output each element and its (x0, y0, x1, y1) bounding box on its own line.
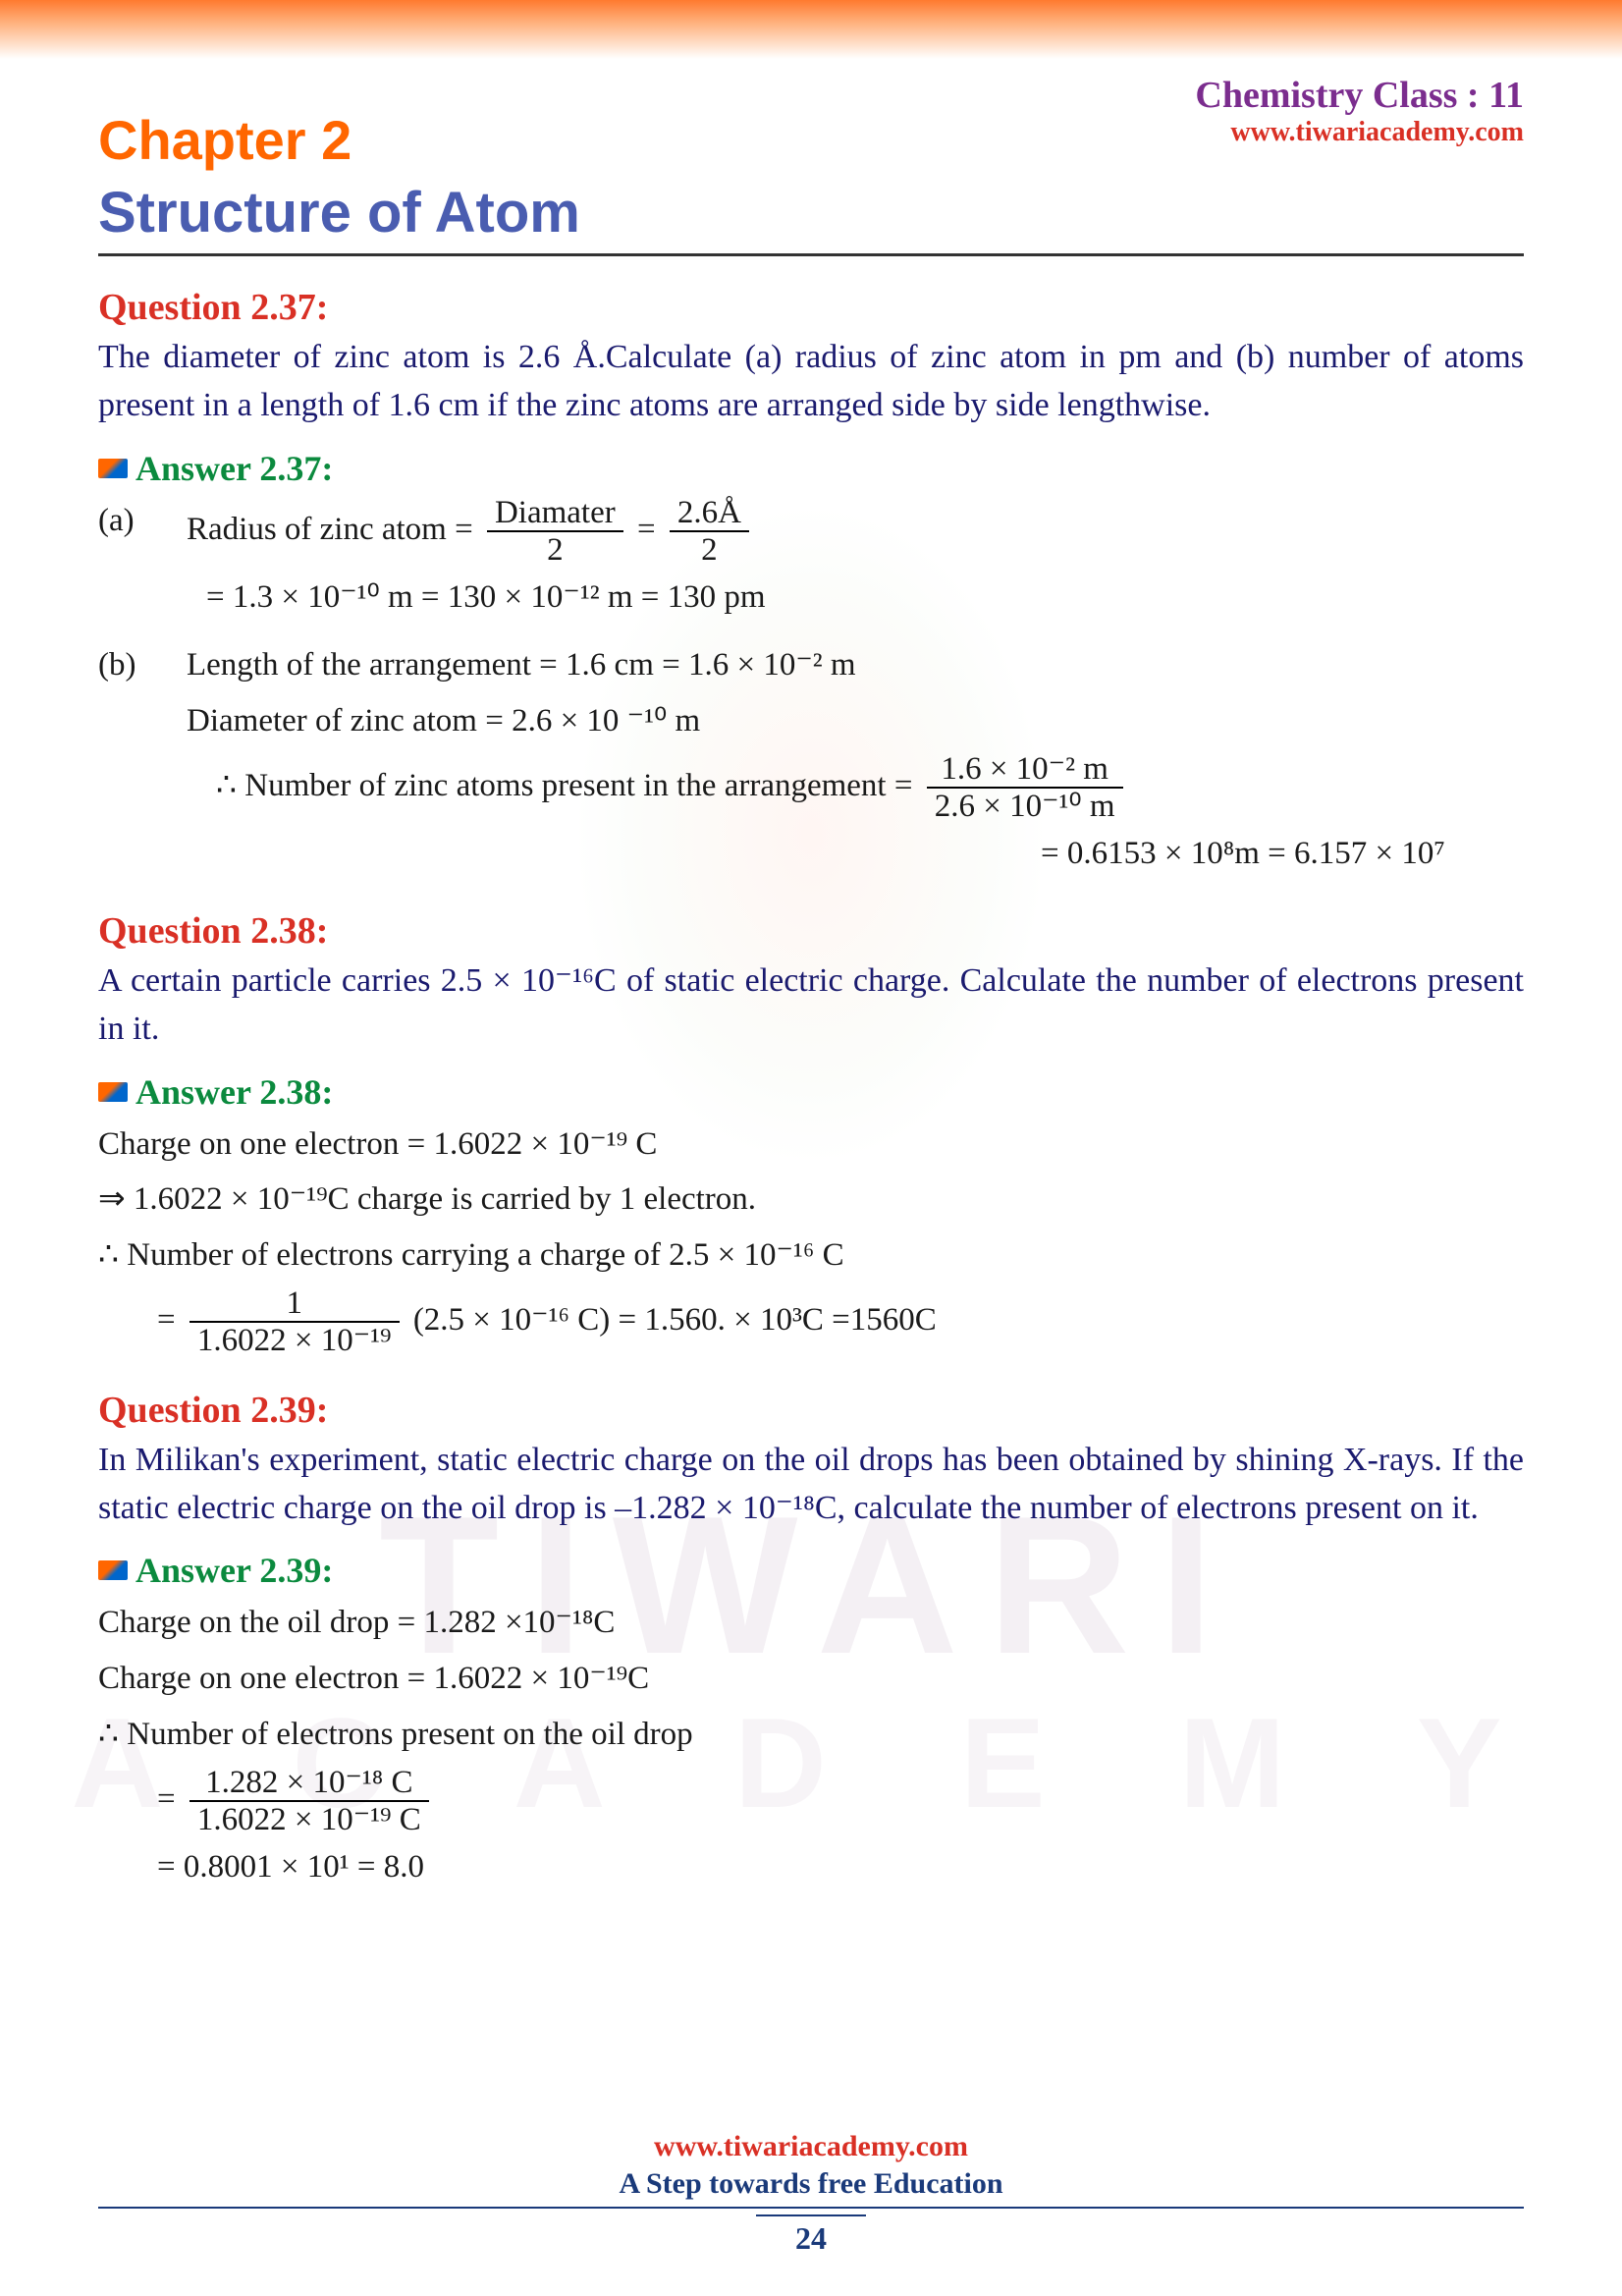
frac-den: 1.6022 × 10⁻¹⁹ (189, 1323, 400, 1358)
question-label: Question 2.37: (98, 286, 1524, 329)
footer-tagline: A Step towards free Education (0, 2167, 1622, 2201)
question-text: In Milikan's experiment, static electric… (98, 1436, 1524, 1533)
fraction-electrons: 1 1.6022 × 10⁻¹⁹ (189, 1285, 400, 1359)
part-a-label: (a) (98, 495, 167, 569)
answer-label: Answer 2.37: (98, 448, 1524, 489)
chapter-title: Structure of Atom (98, 180, 1524, 256)
line-2: ⇒ 1.6022 × 10⁻¹⁹C charge is carried by 1… (98, 1174, 1524, 1226)
part-b-line2: Diameter of zinc atom = 2.6 × 10 ⁻¹⁰ m (98, 695, 1524, 747)
fraction-diameter: Diamater 2 (487, 495, 623, 569)
footer-url: www.tiwariacademy.com (0, 2130, 1622, 2163)
part-b-result: = 0.6153 × 10⁸m = 6.157 × 10⁷ (98, 828, 1524, 880)
frac-den: 2 (670, 532, 749, 568)
line-2: Charge on one electron = 1.6022 × 10⁻¹⁹C (98, 1653, 1524, 1705)
frac-den: 2.6 × 10⁻¹⁰ m (927, 789, 1123, 824)
question-text: The diameter of zinc atom is 2.6 Å.Calcu… (98, 333, 1524, 430)
frac-den: 2 (487, 532, 623, 568)
site-url-top: www.tiwariacademy.com (1195, 117, 1524, 148)
answer-label: Answer 2.38: (98, 1071, 1524, 1113)
part-b-label: (b) (98, 639, 167, 691)
answer-label-text: Answer 2.37: (135, 448, 333, 489)
line-1: Charge on the oil drop = 1.282 ×10⁻¹⁸C (98, 1597, 1524, 1649)
frac-num: Diamater (487, 495, 623, 532)
class-label: Chemistry Class : 11 (1195, 74, 1524, 117)
line-3: ∴ Number of electrons carrying a charge … (98, 1230, 1524, 1282)
page-footer: www.tiwariacademy.com A Step towards fre… (0, 2130, 1622, 2257)
question-text: A certain particle carries 2.5 × 10⁻¹⁶C … (98, 957, 1524, 1054)
line-1: Charge on one electron = 1.6022 × 10⁻¹⁹ … (98, 1119, 1524, 1171)
line-4: = 1 1.6022 × 10⁻¹⁹ (2.5 × 10⁻¹⁶ C) = 1.5… (98, 1285, 1524, 1359)
part-b-line1: Length of the arrangement = 1.6 cm = 1.6… (187, 639, 856, 691)
fraction-oildrop: 1.282 × 10⁻¹⁸ C 1.6022 × 10⁻¹⁹ C (189, 1765, 429, 1838)
qa-237: Question 2.37: The diameter of zinc atom… (98, 286, 1524, 880)
fraction-atoms: 1.6 × 10⁻² m 2.6 × 10⁻¹⁰ m (927, 751, 1123, 825)
page-number: 24 (756, 2214, 866, 2257)
part-a: (a) Radius of zinc atom = Diamater 2 = 2… (98, 495, 1524, 569)
line-5: = 0.8001 × 10¹ = 8.0 (98, 1841, 1524, 1893)
radius-text: Radius of zinc atom = (187, 511, 473, 546)
question-label: Question 2.39: (98, 1389, 1524, 1432)
line-4: = 1.282 × 10⁻¹⁸ C 1.6022 × 10⁻¹⁹ C (98, 1765, 1524, 1838)
frac-num: 1.282 × 10⁻¹⁸ C (189, 1765, 429, 1802)
answer-label-text: Answer 2.38: (135, 1071, 333, 1113)
qa-239: Question 2.39: In Milikan's experiment, … (98, 1389, 1524, 1893)
fraction-value: 2.6Å 2 (670, 495, 749, 569)
calc-result: (2.5 × 10⁻¹⁶ C) = 1.560. × 10³C =1560C (413, 1302, 937, 1338)
answer-label-text: Answer 2.39: (135, 1550, 333, 1591)
frac-den: 1.6022 × 10⁻¹⁹ C (189, 1802, 429, 1837)
answer-body: Charge on the oil drop = 1.282 ×10⁻¹⁸C C… (98, 1597, 1524, 1893)
part-a-result: = 1.3 × 10⁻¹⁰ m = 130 × 10⁻¹² m = 130 pm (98, 572, 1524, 624)
therefore-text: ∴ Number of zinc atoms present in the ar… (216, 767, 912, 802)
page-content: Chemistry Class : 11 www.tiwariacademy.c… (0, 0, 1622, 1937)
answer-body: (a) Radius of zinc atom = Diamater 2 = 2… (98, 495, 1524, 880)
header-right: Chemistry Class : 11 www.tiwariacademy.c… (1195, 74, 1524, 148)
frac-num: 1.6 × 10⁻² m (927, 751, 1123, 789)
question-label: Question 2.38: (98, 909, 1524, 953)
answer-label: Answer 2.39: (98, 1550, 1524, 1591)
qa-238: Question 2.38: A certain particle carrie… (98, 909, 1524, 1359)
part-b: (b) Length of the arrangement = 1.6 cm =… (98, 639, 1524, 691)
frac-num: 2.6Å (670, 495, 749, 532)
answer-body: Charge on one electron = 1.6022 × 10⁻¹⁹ … (98, 1119, 1524, 1359)
part-a-text: Radius of zinc atom = Diamater 2 = 2.6Å … (187, 495, 755, 569)
part-b-line3: ∴ Number of zinc atoms present in the ar… (98, 751, 1524, 825)
line-3: ∴ Number of electrons present on the oil… (98, 1709, 1524, 1761)
frac-num: 1 (189, 1285, 400, 1323)
